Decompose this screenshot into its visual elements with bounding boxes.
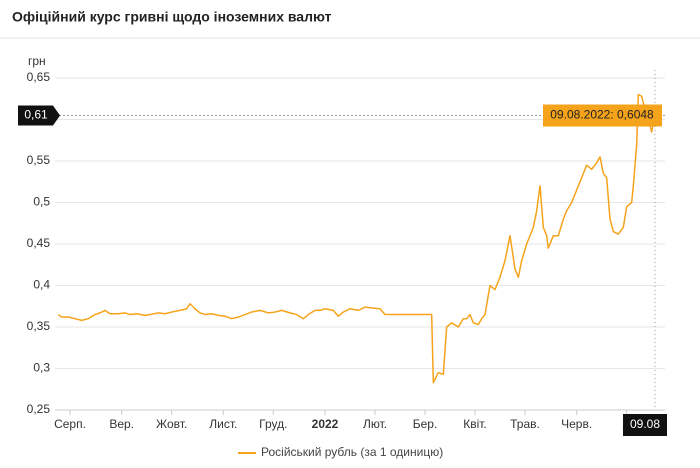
x-crosshair-box	[623, 414, 667, 436]
y-tick-label: 0,4	[33, 278, 50, 292]
y-crosshair-label: 0,61	[24, 108, 48, 122]
y-tick-label: 0,25	[27, 402, 51, 416]
x-crosshair-label: 09.08	[630, 417, 660, 431]
y-tick-label: 0,45	[27, 236, 51, 250]
y-tick-label: 0,65	[27, 70, 51, 84]
chart-title: Офіційний курс гривні щодо іноземних вал…	[12, 9, 332, 25]
x-tick-label: Черв.	[561, 417, 592, 431]
y-tick-label: 0,35	[27, 319, 51, 333]
x-tick-label: Жовт.	[156, 417, 187, 431]
x-tick-label: Квіт.	[463, 417, 487, 431]
x-tick-label: Бер.	[413, 417, 438, 431]
tooltip-text: 09.08.2022: 0,6048	[550, 108, 654, 122]
series-line	[57, 93, 656, 384]
y-tick-label: 0,55	[27, 153, 51, 167]
y-tick-label: 0,5	[33, 195, 50, 209]
y-crosshair-box	[18, 105, 60, 126]
x-tick-label: Серп.	[54, 417, 86, 431]
y-tick-label: 0,3	[33, 361, 50, 375]
x-tick-label: Груд.	[259, 417, 287, 431]
x-tick-label: Трав.	[510, 417, 540, 431]
tooltip-box	[543, 104, 662, 127]
x-tick-label: 2022	[312, 417, 339, 431]
x-tick-label: Лют.	[363, 417, 387, 431]
y-unit: грн	[28, 54, 46, 68]
legend-label: Російський рубль (за 1 одиницю)	[261, 445, 443, 459]
x-tick-label: Лист.	[209, 417, 237, 431]
x-tick-label: Вер.	[109, 417, 134, 431]
